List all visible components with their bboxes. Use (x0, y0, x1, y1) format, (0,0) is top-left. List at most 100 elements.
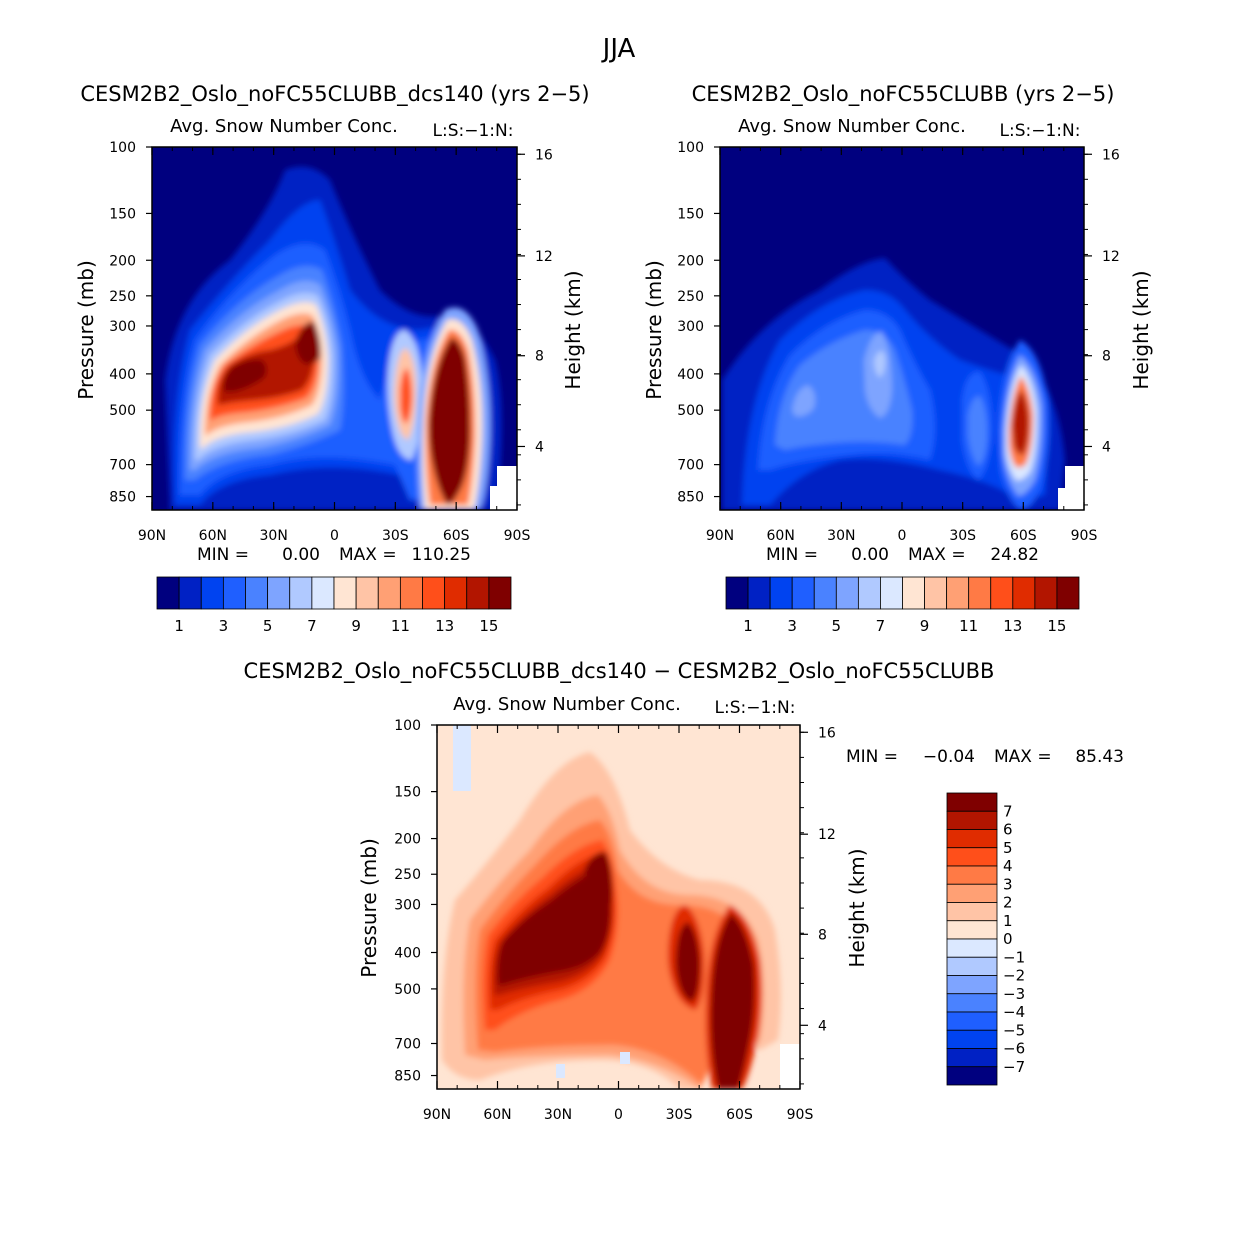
y-tick-label: 400 (677, 367, 704, 383)
colorbar-swatch (488, 576, 512, 610)
colorbar-label: −1 (1003, 948, 1025, 966)
panel-c-negative-patch-3 (620, 1052, 630, 1064)
x-tick-label: 0 (330, 528, 339, 544)
colorbar-swatch (200, 576, 224, 610)
colorbar-swatch (813, 576, 837, 610)
y-tick-label: 200 (394, 832, 421, 848)
colorbar-label: 1 (743, 617, 753, 635)
colorbar-label: 13 (1003, 617, 1022, 635)
panel-a-subtitle: Avg. Snow Number Conc. (170, 116, 398, 137)
colorbar-swatch (946, 993, 998, 1013)
colorbar-label: 2 (1003, 894, 1013, 912)
panel-a-plot-area (152, 147, 517, 510)
colorbar-swatch (1012, 576, 1036, 610)
colorbar-swatch (902, 576, 925, 610)
y-tick-label: 200 (109, 253, 136, 269)
panel-a-ylabel: Pressure (mb) (74, 260, 98, 400)
colorbar-label: 11 (391, 617, 410, 635)
colorbar-label: 7 (876, 617, 886, 635)
y-right-tick-label: 12 (818, 827, 836, 843)
panel-c-contour-12 (710, 913, 755, 1089)
panel-c-axes: 90N 60N 30N 0 30S 60S 90S 100 150 200 250 300 400 500… (394, 718, 836, 1123)
x-tick-label: 0 (614, 1107, 623, 1123)
panel-b-contour-9 (968, 395, 988, 466)
panel-b-min-value: 0.00 (851, 545, 889, 565)
x-tick-label: 60S (1010, 528, 1037, 544)
colorbar-swatch (156, 576, 180, 610)
panel-c-missing-data (780, 1044, 800, 1089)
x-tick-label: 30S (382, 528, 409, 544)
colorbar-label: 7 (307, 617, 317, 635)
y-tick-label: 850 (677, 490, 704, 506)
x-tick-label: 60S (443, 528, 470, 544)
colorbar-swatch (946, 847, 998, 867)
colorbar-swatch (399, 576, 423, 610)
colorbar-label: 0 (1003, 930, 1013, 948)
colorbar-label: 1 (1003, 912, 1013, 930)
panel-c-min-value: −0.04 (923, 747, 975, 767)
y-tick-label: 100 (677, 140, 704, 156)
x-tick-label: 90N (706, 528, 734, 544)
panel-c-subtitle-suffix: L:S:−1:N: (715, 698, 796, 718)
colorbar-swatch (466, 576, 490, 610)
y-right-tick-label: 12 (1102, 249, 1120, 265)
colorbar-swatch (355, 576, 379, 610)
panel-a-title: CESM2B2_Oslo_noFC55CLUBB_dcs140 (yrs 2−5… (80, 82, 589, 107)
x-tick-label: 60N (483, 1107, 511, 1123)
colorbar-swatch (311, 576, 335, 610)
panel-b-min-label: MIN = (766, 545, 818, 565)
y-right-tick-label: 12 (535, 249, 553, 265)
x-tick-label: 30N (544, 1107, 572, 1123)
colorbar-swatch (747, 576, 771, 610)
panel-a-contour-19 (428, 338, 471, 505)
x-tick-label: 90S (1071, 528, 1098, 544)
colorbar-swatch (444, 576, 468, 610)
panel-a-contour-12 (295, 321, 321, 365)
colorbar-swatch (222, 576, 246, 610)
y-tick-label: 200 (677, 253, 704, 269)
colorbar-label: −6 (1003, 1040, 1025, 1058)
y-tick-label: 400 (394, 946, 421, 962)
colorbar-swatch (946, 792, 998, 812)
colorbar-label: 5 (263, 617, 273, 635)
colorbar-swatch (880, 576, 903, 610)
colorbar-swatch (289, 576, 313, 610)
x-tick-label: 30N (827, 528, 855, 544)
colorbar-swatch (946, 902, 998, 922)
colorbar-label: −3 (1003, 985, 1025, 1003)
x-tick-label: 90N (138, 528, 166, 544)
panel-b-missing-data (1065, 466, 1084, 510)
colorbar-swatch (1056, 576, 1080, 610)
panel-a-subtitle-suffix: L:S:−1:N: (433, 121, 514, 141)
y-tick-label: 700 (109, 458, 136, 474)
panel-b-axes: 90N 60N 30N 0 30S 60S 90S 100 150 200 250 300 400 500… (677, 140, 1120, 544)
colorbar-label: 6 (1003, 821, 1013, 839)
y-right-tick-label: 16 (818, 725, 836, 741)
panel-b-title: CESM2B2_Oslo_noFC55CLUBB (yrs 2−5) (692, 82, 1115, 107)
colorbar-swatch (1034, 576, 1058, 610)
panel-c-max-value: 85.43 (1075, 747, 1124, 767)
panel-a-axes: 90N 60N 30N 0 30S 60S 90S 100 150 200 250 300 400 500… (109, 140, 553, 544)
y-tick-label: 300 (394, 897, 421, 913)
panel-b-ylabel-right: Height (km) (1129, 270, 1153, 389)
panel-c-ylabel-right: Height (km) (845, 848, 869, 967)
y-right-tick-label: 8 (818, 927, 827, 943)
panel-c-ylabel: Pressure (mb) (357, 838, 381, 978)
colorbar-label: 7 (1003, 802, 1013, 820)
colorbar-swatch (946, 576, 970, 610)
colorbar-label: −2 (1003, 967, 1025, 985)
colorbar-label: −4 (1003, 1003, 1025, 1021)
colorbar-label: 9 (920, 617, 930, 635)
y-right-tick-label: 16 (535, 147, 553, 163)
panel-a-missing-data-2 (490, 486, 500, 510)
colorbar-label: 3 (787, 617, 797, 635)
panel-a-max-label: MAX = (339, 545, 397, 565)
y-tick-label: 300 (109, 319, 136, 335)
panel-c-title: CESM2B2_Oslo_noFC55CLUBB_dcs140 − CESM2B… (244, 659, 995, 684)
y-tick-label: 500 (677, 403, 704, 419)
x-tick-label: 60N (199, 528, 227, 544)
panel-b-subtitle-suffix: L:S:−1:N: (1000, 121, 1081, 141)
colorbar-label: 1 (174, 617, 184, 635)
y-tick-label: 500 (394, 982, 421, 998)
